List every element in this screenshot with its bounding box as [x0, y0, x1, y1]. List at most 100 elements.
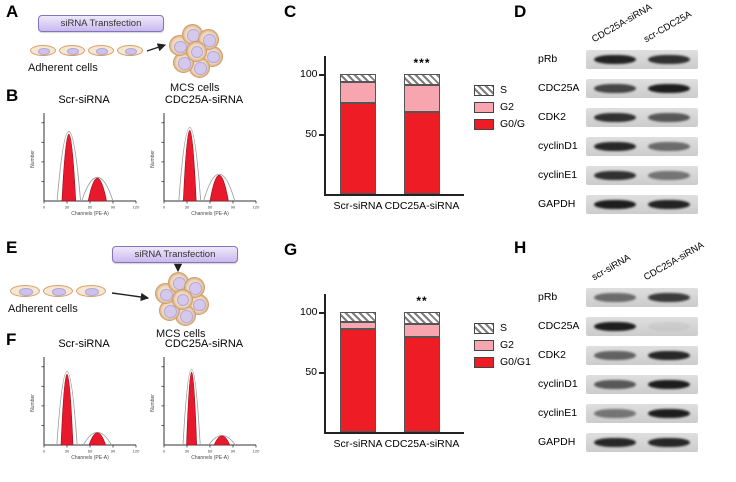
category-label: Scr-siRNA [333, 200, 383, 212]
adherent-cell [117, 45, 143, 56]
legend-label: G2 [500, 339, 515, 351]
panel-label-f: F [6, 330, 17, 349]
svg-text:90: 90 [111, 449, 116, 454]
blot-band [648, 142, 690, 151]
adherent-cells-label-a: Adherent cells [28, 62, 98, 74]
protein-label-prb: pRb [538, 53, 558, 65]
panel-label-c: C [284, 2, 297, 21]
legend-swatch [474, 84, 494, 96]
sirna-transfection-box-a: siRNA Transfection [38, 15, 164, 32]
svg-text:Channels (PE-A): Channels (PE-A) [191, 211, 229, 217]
svg-text:120: 120 [133, 449, 140, 454]
panel-label-e: E [6, 238, 18, 257]
blot-strip-cyclind1 [586, 137, 698, 156]
svg-text:Number: Number [150, 150, 156, 168]
bar-segment-g0g [340, 102, 376, 194]
panel-label-h: H [514, 238, 527, 257]
y-tick [319, 74, 324, 76]
category-label: CDC25A-siRNA [384, 438, 460, 450]
bar-segment-g2 [340, 82, 376, 103]
western-blot-h: scr-siRNA CDC25A-siRNA pRb CDC25A CDK2 cyclin… [538, 238, 736, 464]
mcs-cells-illustration-a [168, 23, 224, 80]
y-tick-label: 100 [300, 306, 318, 318]
mcs-cells-illustration-e [154, 271, 210, 328]
legend-item-s: S [474, 322, 531, 334]
y-axis [324, 294, 326, 432]
blot-strip-gapdh [586, 195, 698, 214]
stacked-bar-chart-c: 50 100 Scr-siRNA CDC25A-siRNA *** [300, 44, 475, 219]
y-tick [319, 134, 324, 136]
significance-stars: *** [413, 56, 431, 70]
adherent-cell [43, 285, 73, 297]
legend-label: S [500, 84, 508, 96]
blot-strip-cyclind1 [586, 375, 698, 394]
svg-text:0: 0 [43, 449, 46, 454]
blot-strip-cycline1 [586, 166, 698, 185]
svg-text:120: 120 [133, 205, 140, 210]
blot-band [594, 409, 636, 418]
blot-band [648, 351, 690, 360]
svg-text:Channels (PE-A): Channels (PE-A) [71, 455, 109, 461]
significance-stars: ** [416, 294, 428, 308]
bar-segment-g2 [404, 84, 440, 113]
sirna-transfection-box-e: siRNA Transfection [112, 246, 238, 263]
flow-plot-title-scr-b: Scr-siRNA [58, 94, 110, 106]
bar-segment-g0g [404, 112, 440, 194]
bar-segment-g0g1 [404, 337, 440, 432]
blot-band [594, 84, 636, 93]
arrow-adherent-to-mcs-e [111, 292, 150, 302]
protein-label-cycline1: cyclinE1 [538, 407, 578, 419]
x-axis [324, 432, 464, 434]
blot-band [594, 380, 636, 389]
flow-plot-title-cdc25a-f: CDC25A-siRNA [164, 338, 244, 350]
svg-text:30: 30 [65, 449, 70, 454]
blot-band [594, 55, 636, 64]
y-tick [319, 312, 324, 314]
adherent-cell [10, 285, 40, 297]
legend-swatch [474, 322, 494, 334]
blot-strip-prb [586, 50, 698, 69]
lane-label: CDC25A-siRNA [642, 239, 707, 284]
legend-label: G2 [500, 101, 515, 113]
mcs-cell [171, 288, 193, 310]
legend-label: G0/G1 [500, 356, 531, 368]
bar-segment-s [340, 312, 376, 322]
flow-histogram-cdc25a-b: 0 30 60 90 120 Number Channels (PE-A) [148, 107, 260, 219]
blot-strip-cdc25a [586, 317, 698, 336]
legend-swatch [474, 101, 494, 113]
mcs-cell [175, 305, 197, 327]
chart-legend-c: S G2 G0/G [474, 84, 525, 135]
svg-text:Number: Number [30, 150, 36, 168]
adherent-cells-illustration-a [30, 45, 143, 56]
legend-item-g2: G2 [474, 101, 525, 113]
legend-item-s: S [474, 84, 525, 96]
stacked-bar-chart-g: 50 100 Scr-siRNA CDC25A-siRNA ** [300, 282, 475, 457]
legend-swatch [474, 339, 494, 351]
panel-label-a: A [6, 2, 19, 21]
blot-band [648, 438, 690, 447]
svg-text:60: 60 [88, 449, 93, 454]
blot-strip-gapdh [586, 433, 698, 452]
legend-item-g0g: G0/G [474, 118, 525, 130]
svg-text:0: 0 [163, 205, 166, 210]
panel-label-d: D [514, 2, 527, 21]
protein-label-cyclind1: cyclinD1 [538, 140, 578, 152]
blot-band [648, 84, 690, 93]
blot-strip-cycline1 [586, 404, 698, 423]
protein-label-cdk2: CDK2 [538, 349, 567, 361]
x-axis [324, 194, 464, 196]
svg-text:90: 90 [231, 205, 236, 210]
adherent-cell [76, 285, 106, 297]
svg-text:Channels (PE-A): Channels (PE-A) [71, 211, 109, 217]
svg-text:120: 120 [253, 449, 260, 454]
blot-band [594, 113, 636, 122]
y-tick-label: 50 [305, 128, 317, 140]
svg-text:Number: Number [30, 394, 36, 412]
blot-band [594, 322, 636, 331]
mcs-cells-label-e: MCS cells [156, 328, 206, 340]
svg-text:30: 30 [65, 205, 70, 210]
flow-histogram-scr-b: 0 30 60 90 120 Number Channels (PE-A) [28, 107, 140, 219]
blot-band [594, 351, 636, 360]
legend-label: S [500, 322, 508, 334]
flow-histogram-scr-f: 0 30 60 90 120 Number Channels (PE-A) [28, 351, 140, 463]
